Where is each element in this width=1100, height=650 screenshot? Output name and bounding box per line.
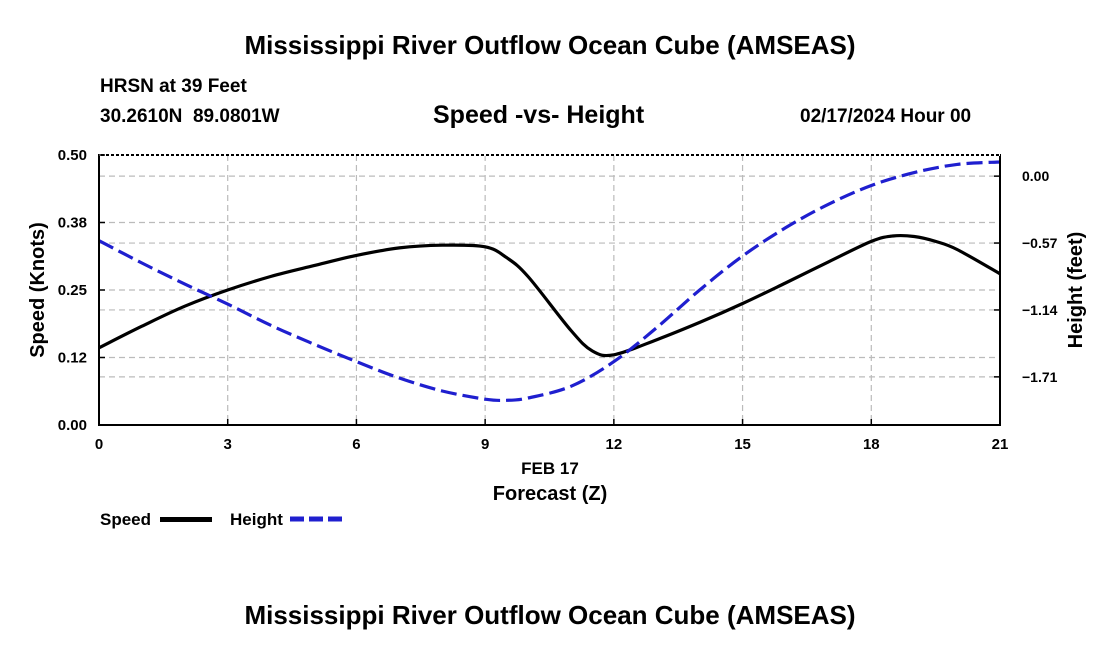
- x-tick-label: 12: [606, 436, 623, 453]
- y-left-tick-label: 0.00: [58, 417, 87, 434]
- height-series-line: [98, 160, 1001, 403]
- speed-series-line: [98, 233, 1001, 358]
- station-label: HRSN at 39 Feet: [100, 76, 247, 97]
- x-tick-label: 21: [992, 436, 1009, 453]
- grid-lines: [99, 155, 1000, 425]
- y-right-tick-label: −1.14: [1022, 302, 1058, 318]
- series-lines: [98, 160, 1001, 403]
- y-left-tick-label: 0.25: [58, 282, 87, 299]
- main-title-top: Mississippi River Outflow Ocean Cube (AM…: [244, 30, 856, 60]
- x-tick-label: 0: [95, 436, 103, 453]
- forecast-datetime: 02/17/2024 Hour 00: [800, 106, 972, 127]
- legend-speed-swatch: [160, 517, 212, 522]
- x-tick-label: 15: [734, 436, 751, 453]
- y-left-tick-label: 0.12: [58, 350, 87, 367]
- right-axis-title: Height (feet): [1065, 232, 1087, 349]
- axis-ticks: 0 3 6 9 12 15 18 21 0.00 0.12 0.25 0.38 0.50 0.00 −0.5…: [58, 147, 1058, 453]
- y-left-tick-label: 0.50: [58, 147, 87, 164]
- legend-speed-label: Speed: [100, 510, 152, 529]
- y-right-tick-label: −0.57: [1022, 235, 1058, 251]
- legend-height-label: Height: [230, 510, 283, 529]
- chart-title: Speed -vs- Height: [433, 101, 645, 129]
- x-axis-title: Forecast (Z): [493, 483, 607, 505]
- coordinates-label: 30.2610N 89.0801W: [100, 106, 280, 127]
- y-right-tick-label: −1.71: [1022, 369, 1058, 385]
- x-tick-label: 9: [481, 436, 489, 453]
- speed-height-chart: 0 3 6 9 12 15 18 21 0.00 0.12 0.25 0.38 0.50 0.00 −0.5…: [27, 147, 1087, 505]
- left-axis-title: Speed (Knots): [27, 222, 49, 358]
- x-axis-date-label: FEB 17: [521, 459, 579, 478]
- legend-height-swatch: [290, 516, 342, 522]
- x-tick-label: 18: [863, 436, 880, 453]
- y-left-tick-label: 0.38: [58, 215, 87, 232]
- x-tick-label: 3: [224, 436, 232, 453]
- y-right-tick-label: 0.00: [1022, 168, 1049, 184]
- main-title-bottom: Mississippi River Outflow Ocean Cube (AM…: [244, 600, 856, 630]
- x-tick-label: 6: [352, 436, 360, 453]
